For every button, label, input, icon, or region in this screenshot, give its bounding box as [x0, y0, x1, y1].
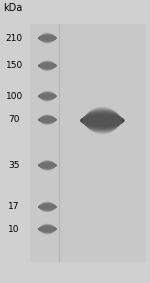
Ellipse shape [39, 205, 56, 208]
Ellipse shape [39, 162, 55, 168]
Ellipse shape [39, 63, 56, 68]
Ellipse shape [40, 61, 54, 70]
Ellipse shape [39, 164, 56, 167]
Ellipse shape [39, 94, 56, 99]
Ellipse shape [40, 202, 54, 211]
Ellipse shape [39, 204, 56, 209]
Ellipse shape [40, 35, 55, 42]
Ellipse shape [40, 161, 55, 169]
Ellipse shape [40, 161, 54, 170]
Ellipse shape [40, 93, 55, 99]
Text: 35: 35 [8, 161, 20, 170]
Ellipse shape [40, 116, 55, 124]
Ellipse shape [39, 94, 56, 98]
Ellipse shape [39, 36, 56, 40]
Ellipse shape [39, 226, 56, 231]
Ellipse shape [40, 225, 54, 233]
Ellipse shape [40, 93, 55, 100]
Ellipse shape [40, 203, 55, 211]
Ellipse shape [83, 113, 122, 128]
Ellipse shape [41, 115, 54, 125]
Ellipse shape [39, 35, 56, 41]
Text: 210: 210 [6, 34, 23, 42]
Ellipse shape [39, 163, 56, 168]
Ellipse shape [40, 34, 54, 42]
Bar [30, 24, 146, 262]
Ellipse shape [40, 224, 54, 234]
Ellipse shape [39, 117, 56, 122]
Ellipse shape [40, 91, 54, 101]
Ellipse shape [39, 63, 56, 68]
Ellipse shape [41, 61, 54, 71]
Ellipse shape [40, 161, 54, 170]
Ellipse shape [40, 61, 54, 70]
Ellipse shape [39, 226, 55, 232]
Ellipse shape [39, 35, 55, 41]
Text: 17: 17 [8, 202, 20, 211]
Ellipse shape [39, 63, 55, 69]
Ellipse shape [40, 204, 55, 210]
Ellipse shape [40, 62, 55, 69]
Ellipse shape [40, 117, 55, 123]
Ellipse shape [81, 115, 124, 126]
Ellipse shape [40, 33, 54, 43]
Ellipse shape [40, 116, 55, 123]
Ellipse shape [39, 118, 56, 122]
Ellipse shape [41, 160, 54, 170]
Ellipse shape [40, 115, 54, 124]
Ellipse shape [40, 162, 55, 169]
Text: 10: 10 [8, 224, 20, 233]
Ellipse shape [40, 115, 54, 124]
Ellipse shape [39, 227, 56, 231]
Ellipse shape [39, 37, 56, 40]
Ellipse shape [39, 117, 56, 122]
Ellipse shape [39, 95, 56, 98]
Ellipse shape [40, 92, 55, 100]
Ellipse shape [41, 224, 54, 234]
Ellipse shape [82, 115, 123, 127]
Ellipse shape [40, 63, 55, 69]
Ellipse shape [40, 62, 55, 70]
Ellipse shape [40, 35, 55, 41]
Ellipse shape [39, 118, 56, 121]
Ellipse shape [82, 113, 123, 128]
Ellipse shape [39, 36, 56, 40]
Ellipse shape [39, 64, 56, 68]
Text: kDa: kDa [3, 3, 22, 13]
Ellipse shape [39, 228, 56, 231]
Ellipse shape [39, 204, 55, 210]
Ellipse shape [40, 203, 55, 211]
Ellipse shape [86, 107, 119, 134]
Ellipse shape [39, 205, 56, 209]
Ellipse shape [85, 108, 120, 133]
Ellipse shape [40, 226, 55, 233]
Ellipse shape [41, 91, 54, 101]
Ellipse shape [40, 162, 55, 169]
Ellipse shape [84, 110, 121, 131]
Ellipse shape [40, 34, 55, 42]
Text: 150: 150 [6, 61, 23, 70]
Ellipse shape [39, 93, 55, 99]
Ellipse shape [40, 226, 55, 232]
Text: 100: 100 [6, 92, 23, 101]
Ellipse shape [39, 94, 56, 98]
Ellipse shape [83, 112, 122, 129]
Ellipse shape [85, 109, 120, 132]
Ellipse shape [81, 116, 124, 125]
Ellipse shape [41, 202, 54, 212]
Text: 70: 70 [8, 115, 20, 124]
Ellipse shape [40, 92, 54, 100]
Ellipse shape [39, 164, 56, 167]
Ellipse shape [40, 203, 54, 211]
Ellipse shape [39, 163, 56, 168]
Ellipse shape [39, 227, 56, 231]
Ellipse shape [39, 117, 55, 123]
Ellipse shape [39, 205, 56, 209]
Ellipse shape [39, 64, 56, 67]
Ellipse shape [40, 225, 55, 233]
Ellipse shape [84, 111, 121, 130]
Ellipse shape [41, 33, 54, 43]
